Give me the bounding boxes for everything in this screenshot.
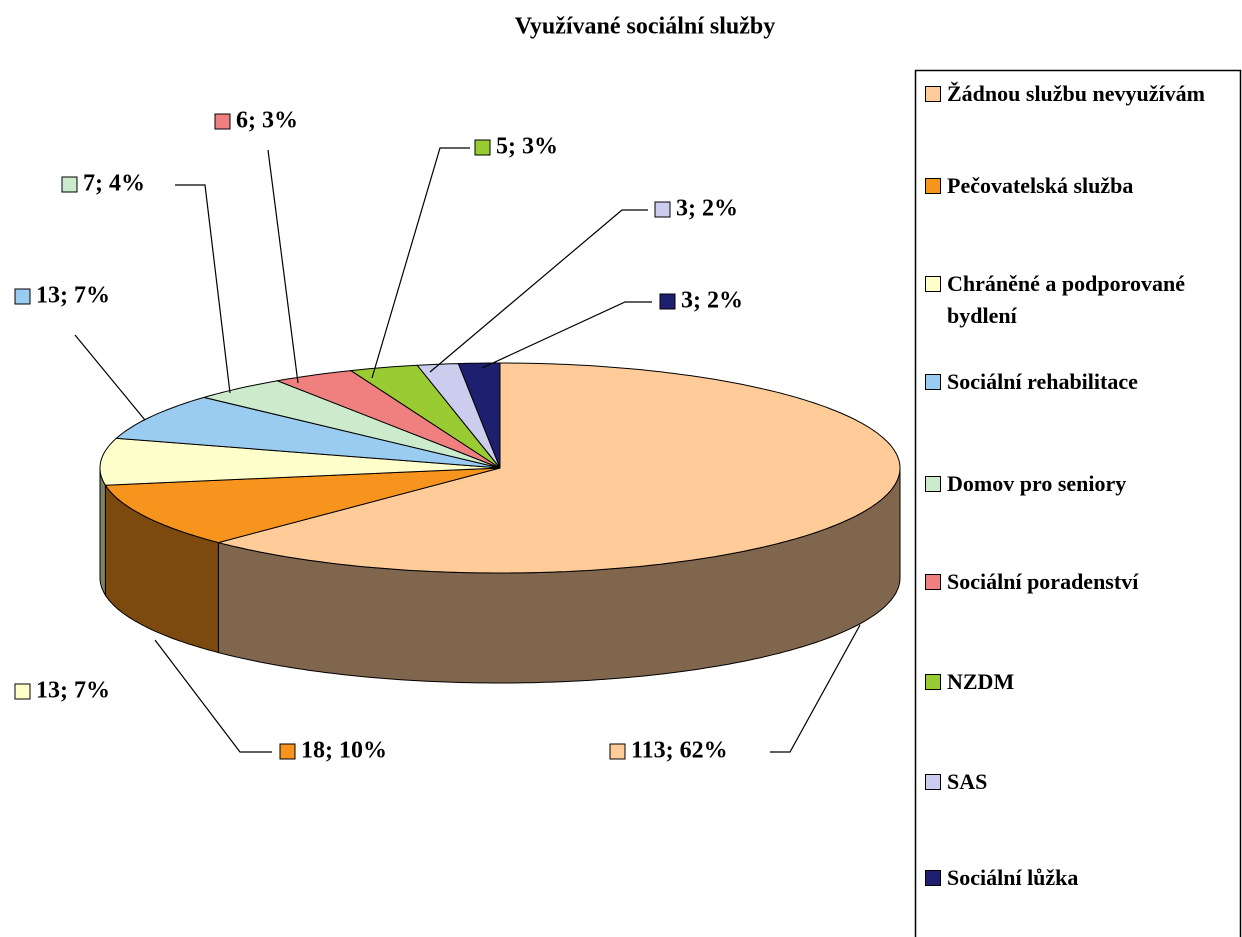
data-label: 113; 62% <box>631 738 728 764</box>
legend-label: Žádnou službu nevyužívám <box>947 81 1205 106</box>
legend-box <box>914 69 1242 937</box>
data-label: 3; 2% <box>676 196 738 222</box>
legend-label: Domov pro seniory <box>947 471 1127 496</box>
label-swatch <box>474 139 491 156</box>
leader-line <box>429 209 648 373</box>
pie-slice <box>416 363 501 469</box>
label-swatch <box>14 683 31 700</box>
pie-slice <box>457 362 501 469</box>
label-swatch <box>61 176 78 193</box>
label-swatch <box>279 743 296 760</box>
label-swatch <box>14 288 31 305</box>
data-label: 13; 7% <box>36 678 110 704</box>
legend-item: NZDM <box>925 666 1225 698</box>
legend-swatch <box>925 374 941 390</box>
pie-slice-side <box>99 467 106 598</box>
data-label: 3; 2% <box>681 288 743 314</box>
legend-item: Domov pro seniory <box>925 468 1225 500</box>
leader-line <box>770 624 861 753</box>
data-label: 6; 3% <box>236 108 298 134</box>
data-label: 7; 4% <box>83 171 145 197</box>
legend-swatch <box>925 774 941 790</box>
pie-slice <box>115 396 501 469</box>
legend-item: Žádnou službu nevyužívám <box>925 78 1225 110</box>
leader-line <box>74 334 146 421</box>
pie-slice <box>104 467 501 544</box>
legend-swatch <box>925 86 941 102</box>
legend-item: Sociální poradenství <box>925 566 1225 598</box>
pie-slice <box>99 437 501 486</box>
legend-swatch <box>925 674 941 690</box>
pie-slice <box>202 380 501 469</box>
label-swatch <box>609 743 626 760</box>
legend-swatch <box>925 574 941 590</box>
legend-label: Sociální rehabilitace <box>947 369 1138 394</box>
legend-label: Pečovatelská služba <box>947 173 1134 198</box>
leader-line <box>154 639 272 753</box>
legend-label: Chráněné a podporované bydlení <box>947 271 1185 328</box>
leader-line <box>175 184 231 394</box>
legend-label: Sociální poradenství <box>947 569 1139 594</box>
legend-label: NZDM <box>947 669 1015 694</box>
legend-swatch <box>925 870 941 886</box>
data-label: 5; 3% <box>496 134 558 160</box>
legend-swatch <box>925 476 941 492</box>
data-label: 13; 7% <box>36 283 110 309</box>
legend-item: Chráněné a podporované bydlení <box>925 268 1225 332</box>
pie-slice <box>216 362 901 574</box>
legend-item: SAS <box>925 766 1225 798</box>
legend-label: Sociální lůžka <box>947 865 1079 890</box>
pie-slice <box>349 364 501 469</box>
legend-swatch <box>925 178 941 194</box>
leader-line <box>267 149 299 384</box>
legend-swatch <box>925 276 941 292</box>
legend-item: Pečovatelská služba <box>925 170 1225 202</box>
label-swatch <box>654 201 671 218</box>
leader-line <box>481 301 652 369</box>
label-swatch <box>214 113 231 130</box>
label-swatch <box>659 293 676 310</box>
legend-label: SAS <box>947 769 988 794</box>
data-label: 18; 10% <box>301 738 387 764</box>
pie-slice <box>275 370 501 469</box>
legend-item: Sociální rehabilitace <box>925 366 1225 398</box>
chart-title: Využívané sociální služby <box>515 14 776 40</box>
legend-item: Sociální lůžka <box>925 862 1225 894</box>
leader-line <box>371 147 470 379</box>
